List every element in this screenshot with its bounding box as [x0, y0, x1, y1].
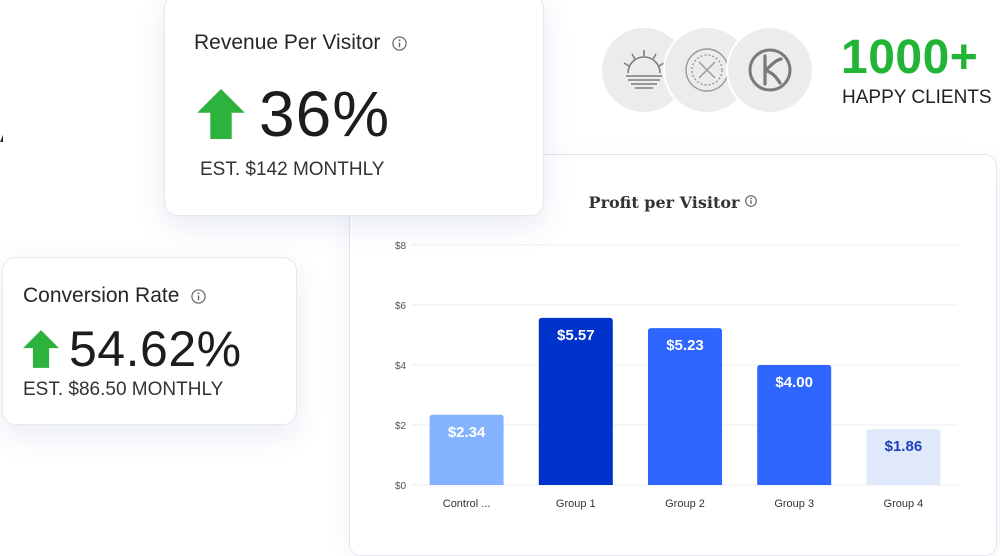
- k-monogram-logo-icon: [726, 26, 814, 114]
- bar-value-label: $4.00: [775, 374, 813, 391]
- up-arrow-icon: [197, 89, 245, 139]
- client-logos: [600, 26, 814, 114]
- conversion-card-value: 54.62%: [69, 321, 242, 377]
- info-icon[interactable]: [392, 35, 408, 51]
- conversion-card-value-row: 54.62%: [23, 320, 242, 378]
- revenue-card-value-row: 36%: [197, 77, 390, 151]
- bar-value-label: $2.34: [448, 424, 486, 441]
- bar: [538, 317, 613, 485]
- revenue-card-title: Revenue Per Visitor: [194, 31, 381, 54]
- y-tick-label: $8: [395, 241, 407, 252]
- bar-value-label: $1.86: [885, 438, 923, 455]
- x-tick-label: Group 3: [774, 498, 814, 510]
- y-tick-label: $2: [395, 421, 407, 432]
- up-arrow-icon: [23, 330, 59, 368]
- conversion-card-title: Conversion Rate: [23, 284, 180, 307]
- bar: [866, 429, 941, 485]
- revenue-per-visitor-card: Revenue Per Visitor 36% EST. $142 MONTHL…: [164, 0, 544, 216]
- x-tick-label: Group 1: [556, 498, 596, 510]
- revenue-card-value: 36%: [259, 78, 391, 150]
- conversion-card-header: Conversion Rate: [23, 284, 207, 308]
- chart-title: Profit per Visitor: [588, 193, 740, 212]
- y-tick-label: $6: [395, 301, 407, 312]
- conversion-rate-card: Conversion Rate 54.62% EST. $86.50 MONTH…: [2, 257, 297, 425]
- y-tick-label: $4: [395, 361, 407, 372]
- happy-clients-count: 1000+: [841, 31, 979, 84]
- bar: [429, 414, 504, 485]
- revenue-card-estimate: EST. $142 MONTHLY: [200, 159, 385, 180]
- info-icon[interactable]: [191, 288, 207, 304]
- chart-title-row: Profit per Visitor: [350, 193, 996, 212]
- bar-value-label: $5.57: [557, 327, 595, 344]
- revenue-card-header: Revenue Per Visitor: [194, 31, 408, 55]
- info-icon[interactable]: [745, 195, 758, 207]
- bar-value-label: $5.23: [666, 337, 704, 354]
- conversion-card-estimate: EST. $86.50 MONTHLY: [23, 379, 224, 400]
- x-tick-label: Group 2: [665, 498, 705, 510]
- x-tick-label: Group 4: [884, 498, 924, 510]
- bar: [757, 365, 832, 485]
- profit-per-visitor-chart-card: Profit per Visitor $0 $2 $4 $6 $8 $2.34 Contro…: [349, 154, 997, 556]
- clipped-glyph: A: [0, 104, 3, 154]
- happy-clients-label: HAPPY CLIENTS: [842, 87, 992, 108]
- x-tick-label: Control ...: [443, 498, 491, 510]
- y-tick-label: $0: [395, 481, 407, 492]
- bar-chart: $0 $2 $4 $6 $8 $2.34 Control ... $5.57 Group 1 $5…: [395, 241, 958, 510]
- bar: [648, 328, 722, 485]
